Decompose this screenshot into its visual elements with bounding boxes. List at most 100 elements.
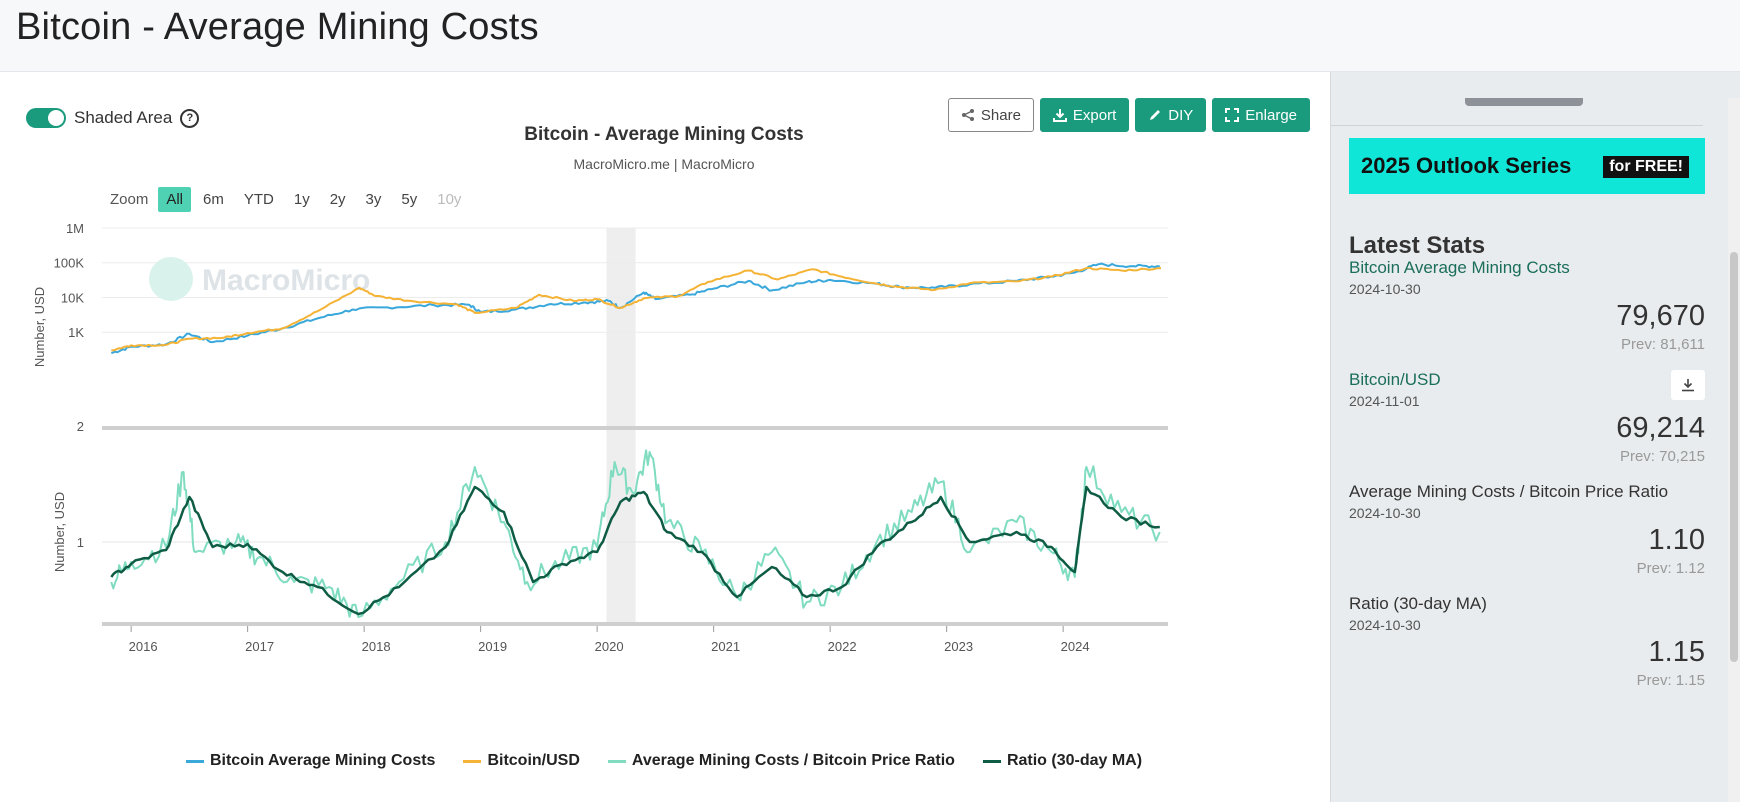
x-axis-line bbox=[102, 622, 1168, 626]
enlarge-label: Enlarge bbox=[1245, 106, 1297, 124]
chart-legend: Bitcoin Average Mining Costs Bitcoin/USD… bbox=[0, 752, 1328, 770]
stat-prev: Prev: 81,611 bbox=[1621, 336, 1705, 353]
stat-name-link[interactable]: Bitcoin Average Mining Costs bbox=[1349, 258, 1570, 277]
legend-label: Bitcoin/USD bbox=[487, 752, 580, 769]
legend-item-mining-costs[interactable]: Bitcoin Average Mining Costs bbox=[185, 752, 436, 770]
diy-label: DIY bbox=[1168, 106, 1194, 124]
expand-icon bbox=[1225, 108, 1240, 122]
stat-name: Ratio (30-day MA) bbox=[1349, 594, 1487, 613]
series-line-bitcoin-usd bbox=[111, 266, 1161, 352]
zoom-10y: 10y bbox=[437, 191, 462, 208]
watermark-text: MacroMicro bbox=[202, 264, 370, 297]
stat-name: Average Mining Costs / Bitcoin Price Rat… bbox=[1349, 482, 1669, 501]
legend-swatch bbox=[982, 759, 1001, 763]
legend-swatch bbox=[185, 759, 204, 763]
export-label: Export bbox=[1072, 106, 1117, 124]
chart-title: Bitcoin - Average Mining Costs bbox=[524, 124, 804, 145]
stat-prev: Prev: 70,215 bbox=[1619, 448, 1705, 465]
y-tick-label: 1M bbox=[66, 221, 84, 236]
y-tick-label: 1 bbox=[77, 535, 84, 550]
zoom-ytd[interactable]: YTD bbox=[243, 191, 274, 208]
y-axis-title: Number, USD bbox=[32, 287, 47, 367]
legend-swatch bbox=[607, 759, 626, 763]
stat-prev: Prev: 1.12 bbox=[1636, 560, 1705, 577]
share-icon bbox=[961, 109, 974, 121]
help-icon[interactable]: ? bbox=[180, 108, 200, 128]
panel-separator bbox=[102, 426, 1168, 430]
x-tick-label: 2016 bbox=[129, 639, 158, 654]
stat-prev: Prev: 1.15 bbox=[1636, 672, 1705, 689]
zoom-selector: Zoom All 6m YTD 1y 2y 3y 5y 10y bbox=[110, 187, 469, 212]
sidebar-scrollbar[interactable] bbox=[1728, 98, 1740, 802]
y-tick-label: 1K bbox=[68, 325, 84, 340]
stat-ratio-ma: Ratio (30-day MA) 2024-10-30 1.15 Prev: … bbox=[1349, 594, 1705, 689]
enlarge-button[interactable]: Enlarge bbox=[1212, 98, 1310, 132]
banner-badge: for FREE! bbox=[1603, 156, 1689, 178]
export-button[interactable]: Export bbox=[1039, 98, 1130, 132]
outlook-banner[interactable]: 2025 Outlook Series for FREE! bbox=[1349, 138, 1705, 194]
download-icon bbox=[1682, 379, 1694, 392]
sidebar-more-tab[interactable] bbox=[1465, 98, 1583, 106]
stat-value: 79,670 bbox=[1616, 300, 1705, 332]
x-tick-label: 2019 bbox=[478, 639, 507, 654]
shaded-area-label: Shaded Area bbox=[74, 108, 173, 127]
stat-value: 1.15 bbox=[1648, 636, 1705, 668]
x-tick-label: 2022 bbox=[828, 639, 857, 654]
stat-ratio: Average Mining Costs / Bitcoin Price Rat… bbox=[1349, 482, 1705, 577]
chart-area[interactable]: MacroMicro 1M 100K 10K 1K 2 1 Number, USD Numbe… bbox=[0, 72, 1328, 802]
legend-label: Average Mining Costs / Bitcoin Price Rat… bbox=[631, 752, 955, 769]
legend-label: Ratio (30-day MA) bbox=[1006, 752, 1143, 769]
zoom-all[interactable]: All bbox=[158, 187, 192, 212]
x-tick-label: 2020 bbox=[595, 639, 624, 654]
shaded-area-toggle-group: Shaded Area ? bbox=[26, 108, 200, 128]
share-label: Share bbox=[980, 106, 1021, 124]
stat-date: 2024-10-30 bbox=[1349, 617, 1421, 633]
stat-value: 69,214 bbox=[1616, 412, 1705, 444]
legend-swatch bbox=[463, 759, 482, 763]
sidebar-divider bbox=[1331, 125, 1703, 126]
legend-item-ratio-ma[interactable]: Ratio (30-day MA) bbox=[982, 752, 1143, 770]
shaded-band bbox=[606, 228, 636, 622]
download-icon bbox=[1052, 109, 1067, 122]
y-tick-label: 10K bbox=[61, 290, 84, 305]
chart-panel: Shaded Area ? Share Export DIY Enlarge B… bbox=[0, 72, 1328, 802]
top-bar: Bitcoin - Average Mining Costs bbox=[0, 0, 1740, 72]
legend-label: Bitcoin Average Mining Costs bbox=[209, 752, 436, 769]
legend-item-bitcoin-usd[interactable]: Bitcoin/USD bbox=[463, 752, 580, 770]
share-button[interactable]: Share bbox=[947, 98, 1034, 132]
y-tick-label: 100K bbox=[54, 256, 85, 271]
x-tick-label: 2017 bbox=[245, 639, 274, 654]
zoom-1y[interactable]: 1y bbox=[293, 191, 310, 208]
stat-value: 1.10 bbox=[1648, 524, 1705, 556]
x-tick-label: 2023 bbox=[944, 639, 973, 654]
banner-text: 2025 Outlook Series bbox=[1361, 153, 1572, 178]
zoom-label: Zoom bbox=[110, 191, 149, 208]
toggle-knob bbox=[48, 110, 64, 126]
shaded-area-toggle[interactable] bbox=[26, 108, 66, 128]
download-stat-button[interactable] bbox=[1671, 370, 1705, 400]
zoom-2y[interactable]: 2y bbox=[329, 191, 346, 208]
stat-name-link[interactable]: Bitcoin/USD bbox=[1349, 370, 1441, 389]
y-tick-label: 2 bbox=[77, 419, 84, 434]
watermark-logo bbox=[149, 257, 193, 301]
y-axis-title: Number, USD bbox=[52, 492, 67, 572]
series-line-ratio-ma bbox=[110, 485, 1160, 616]
page-title: Bitcoin - Average Mining Costs bbox=[16, 6, 539, 48]
x-tick-label: 2018 bbox=[362, 639, 391, 654]
zoom-3y[interactable]: 3y bbox=[365, 191, 382, 208]
scrollbar-thumb[interactable] bbox=[1730, 252, 1738, 662]
latest-stats-title: Latest Stats bbox=[1349, 232, 1486, 259]
stat-date: 2024-10-30 bbox=[1349, 281, 1421, 297]
sidebar: 2025 Outlook Series for FREE! Latest Sta… bbox=[1330, 72, 1740, 802]
chart-subtitle: MacroMicro.me | MacroMicro bbox=[573, 156, 755, 172]
diy-button[interactable]: DIY bbox=[1135, 98, 1207, 132]
stat-date: 2024-11-01 bbox=[1349, 393, 1420, 409]
x-tick-label: 2021 bbox=[711, 639, 740, 654]
chart-toolbar: Share Export DIY Enlarge bbox=[947, 98, 1310, 132]
pencil-icon bbox=[1150, 110, 1161, 120]
zoom-5y[interactable]: 5y bbox=[401, 191, 418, 208]
zoom-6m[interactable]: 6m bbox=[203, 191, 224, 208]
stat-mining-costs: Bitcoin Average Mining Costs 2024-10-30 … bbox=[1349, 258, 1705, 353]
stat-date: 2024-10-30 bbox=[1349, 505, 1421, 521]
legend-item-ratio[interactable]: Average Mining Costs / Bitcoin Price Rat… bbox=[607, 752, 955, 770]
